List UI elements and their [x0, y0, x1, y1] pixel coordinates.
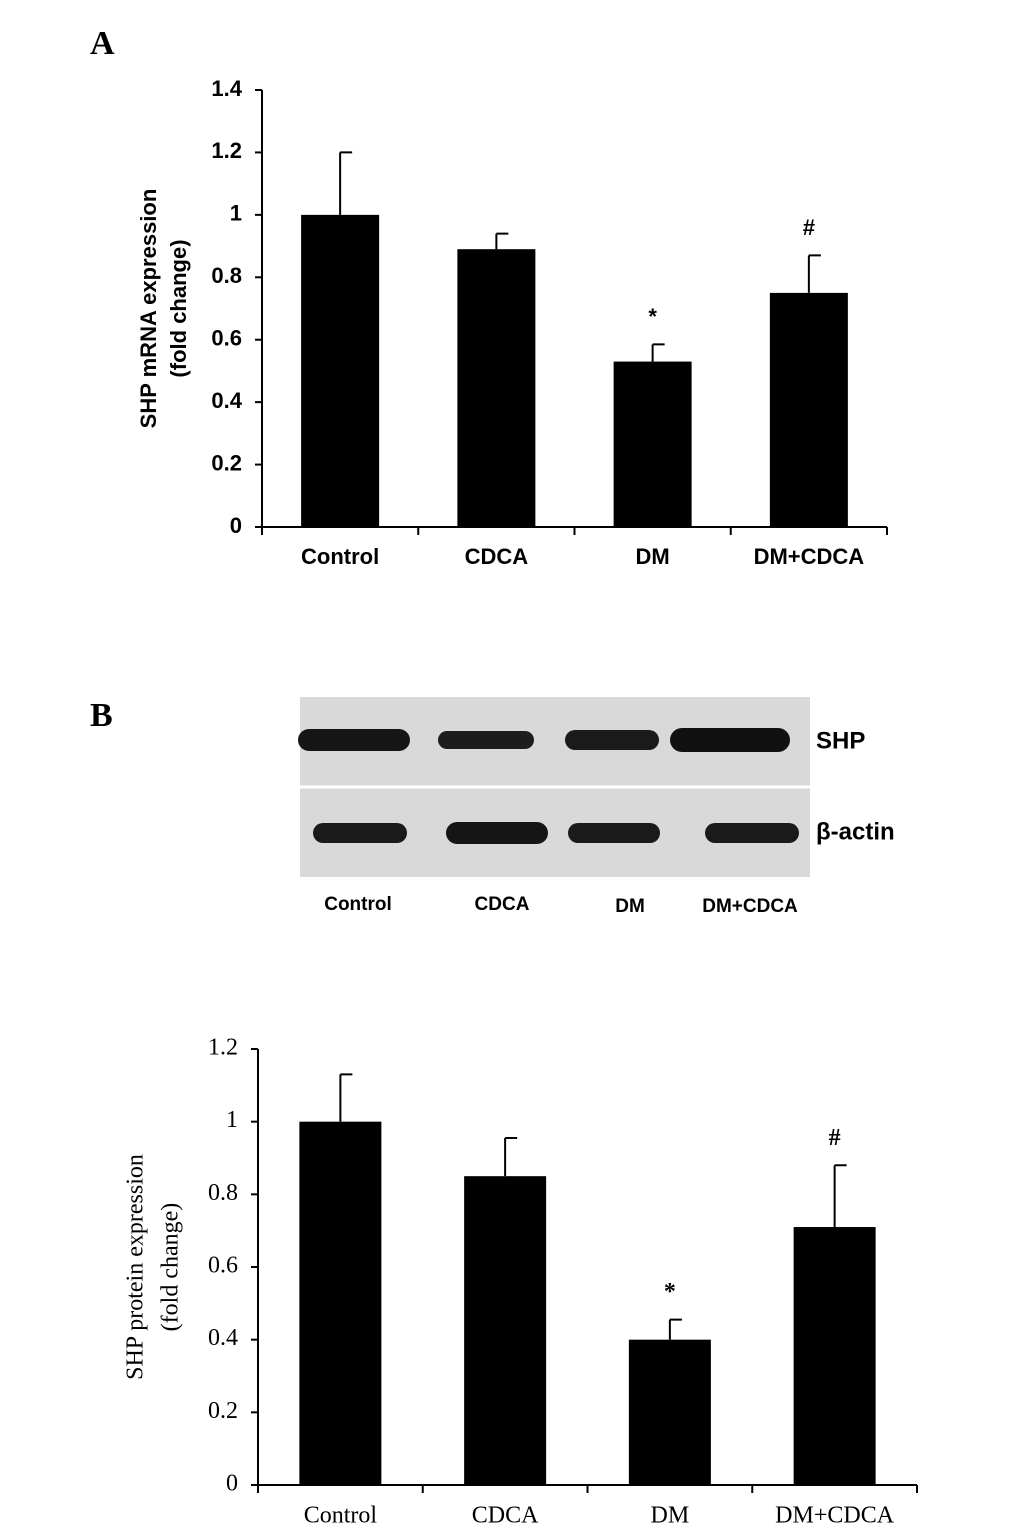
- x-tick-label: CDCA: [465, 544, 529, 569]
- lane-label: CDCA: [475, 894, 530, 915]
- bar: [457, 249, 536, 527]
- x-tick-label: DM+CDCA: [754, 544, 865, 569]
- y-tick-label: 0.8: [208, 1180, 238, 1206]
- x-tick-label: Control: [304, 1503, 378, 1529]
- y-tick-label: 0.4: [208, 1325, 238, 1351]
- error-bar: [504, 1137, 518, 1177]
- significance-marker: #: [829, 1125, 841, 1151]
- bar: [769, 292, 848, 527]
- band-label: SHP: [816, 727, 865, 754]
- error-bar: [807, 254, 821, 293]
- y-tick-label: 0: [226, 1471, 238, 1497]
- y-axis-label: SHP protein expression: [123, 1154, 149, 1380]
- y-tick-label: 0.6: [208, 1253, 238, 1279]
- y-tick-label: 0.2: [208, 1398, 238, 1424]
- x-tick-label: Control: [301, 544, 379, 569]
- y-tick-label: 0.2: [211, 450, 242, 475]
- y-tick-label: 1.2: [208, 1035, 238, 1061]
- band: [565, 730, 659, 750]
- band: [670, 728, 790, 752]
- error-bar: [651, 343, 665, 362]
- y-axis-label: (fold change): [166, 239, 191, 377]
- significance-marker: *: [664, 1279, 676, 1305]
- lane-label: Control: [324, 894, 392, 915]
- error-bar: [833, 1164, 847, 1228]
- y-axis-label: (fold change): [158, 1203, 184, 1332]
- y-tick-label: 1.4: [211, 76, 242, 101]
- error-bar: [339, 1073, 353, 1122]
- panel-label: B: [90, 697, 113, 734]
- band: [446, 822, 548, 844]
- significance-marker: *: [648, 304, 657, 329]
- bar-chart: SHP mRNA expression (fold change) 0 0.2 0.4 0…: [136, 76, 888, 569]
- y-tick-label: 0: [230, 513, 242, 538]
- band: [705, 823, 799, 843]
- y-tick-label: 1.2: [211, 138, 242, 163]
- band: [313, 823, 407, 843]
- x-tick-label: DM: [651, 1503, 690, 1529]
- error-bar: [495, 232, 509, 250]
- x-tick-label: CDCA: [472, 1503, 539, 1529]
- lane-label: DM: [615, 896, 645, 917]
- y-axis-label: SHP mRNA expression: [136, 189, 161, 429]
- band: [568, 823, 660, 843]
- bar: [628, 1339, 711, 1485]
- y-tick-label: 1: [230, 201, 242, 226]
- bar: [613, 361, 692, 527]
- bar-chart: SHP protein expression (fold change) 0 0.2 0…: [123, 1035, 918, 1529]
- panel-label: A: [90, 25, 115, 62]
- bar: [301, 214, 380, 527]
- y-tick-label: 0.4: [211, 388, 242, 413]
- bar: [793, 1227, 876, 1485]
- band: [438, 731, 534, 749]
- y-tick-label: 1: [226, 1107, 238, 1133]
- significance-marker: #: [803, 215, 815, 240]
- band-label: β-actin: [816, 818, 895, 845]
- y-tick-label: 0.8: [211, 263, 242, 288]
- y-tick-label: 0.6: [211, 326, 242, 351]
- error-bar: [339, 151, 353, 215]
- x-tick-label: DM: [636, 544, 670, 569]
- band: [298, 729, 410, 751]
- x-tick-label: DM+CDCA: [775, 1503, 895, 1529]
- error-bar: [668, 1318, 682, 1340]
- bar: [299, 1121, 382, 1485]
- bar: [464, 1176, 547, 1485]
- lane-label: DM+CDCA: [702, 896, 798, 917]
- western-blot: SHP β-actin Control CDCA DM DM+CDCA: [298, 697, 895, 917]
